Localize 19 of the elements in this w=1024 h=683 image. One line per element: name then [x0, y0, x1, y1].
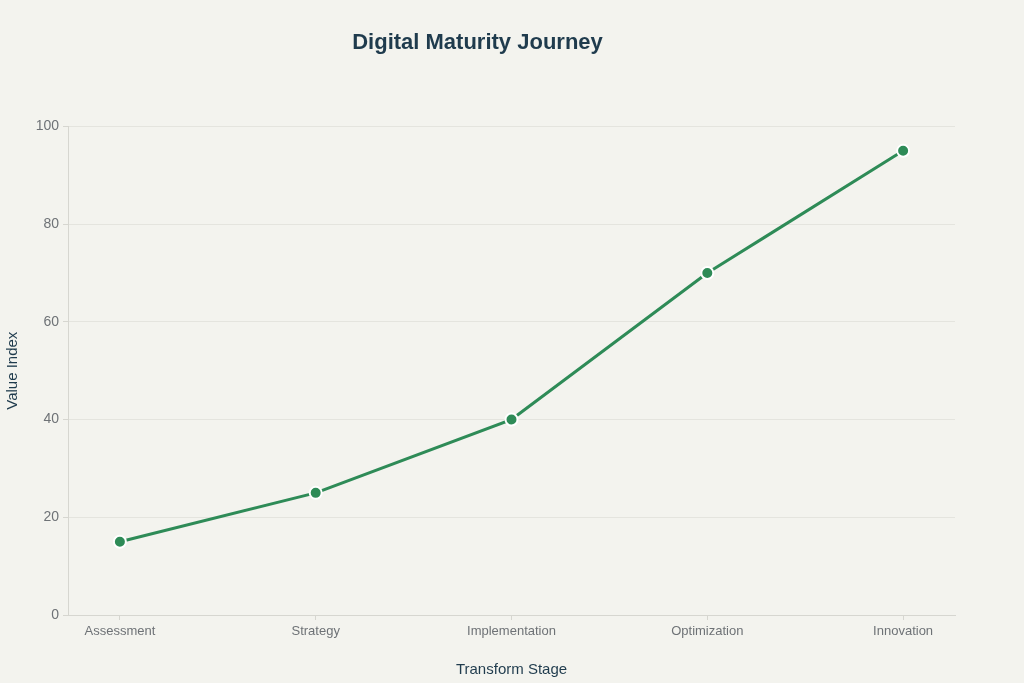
- y-tick-label: 20: [43, 508, 60, 525]
- x-tick-label: Optimization: [671, 623, 744, 639]
- point: [504, 412, 519, 427]
- point: [112, 534, 127, 549]
- x-tick-label: Strategy: [291, 623, 341, 639]
- y-tick-label: 100: [35, 117, 60, 134]
- y-axis-title: Value Index: [3, 331, 21, 410]
- y-tick-label: 60: [43, 312, 60, 329]
- chart-title: Digital Maturity Journey: [352, 29, 604, 55]
- y-tick-label: 0: [51, 605, 60, 622]
- x-tick-label: Innovation: [873, 623, 934, 639]
- point: [308, 485, 323, 500]
- x-axis-title: Transform Stage: [455, 660, 568, 678]
- x-tick-label: Implementation: [467, 623, 556, 639]
- point: [896, 143, 911, 158]
- y-tick-label: 80: [43, 214, 60, 231]
- x-tick-label: Assessment: [84, 623, 156, 639]
- y-tick-label: 40: [43, 410, 60, 427]
- point: [700, 265, 715, 280]
